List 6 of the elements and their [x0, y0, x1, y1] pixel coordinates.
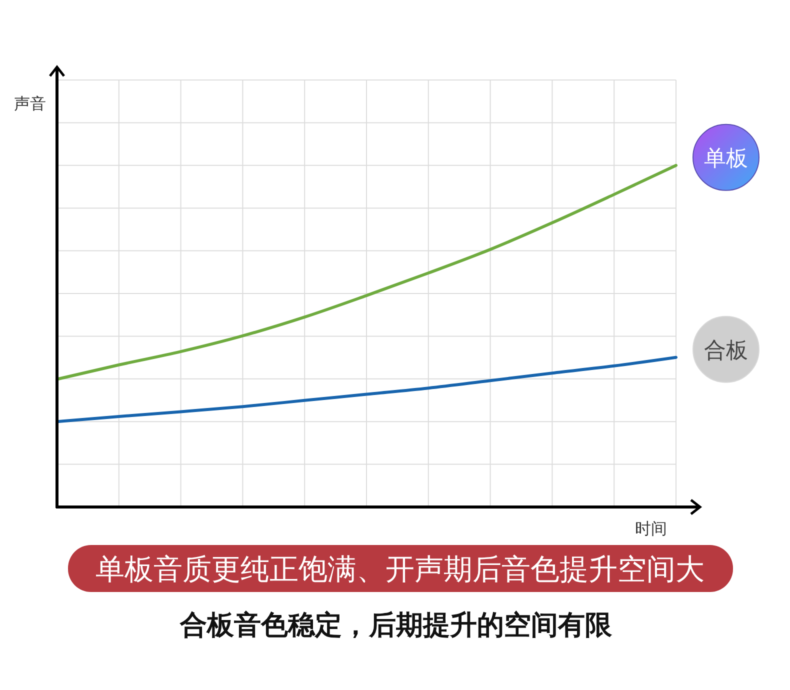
text: 单板音质更纯正饱满、开声期后音色提升空间大: [96, 552, 704, 586]
x-axis-title: 时间: [635, 519, 667, 538]
text: 合板音色稳定，后期提升的空间有限: [179, 610, 613, 641]
series-label: 单板: [704, 146, 748, 172]
series-label: 合板: [704, 338, 748, 364]
y-axis-title: 声音: [14, 94, 46, 113]
